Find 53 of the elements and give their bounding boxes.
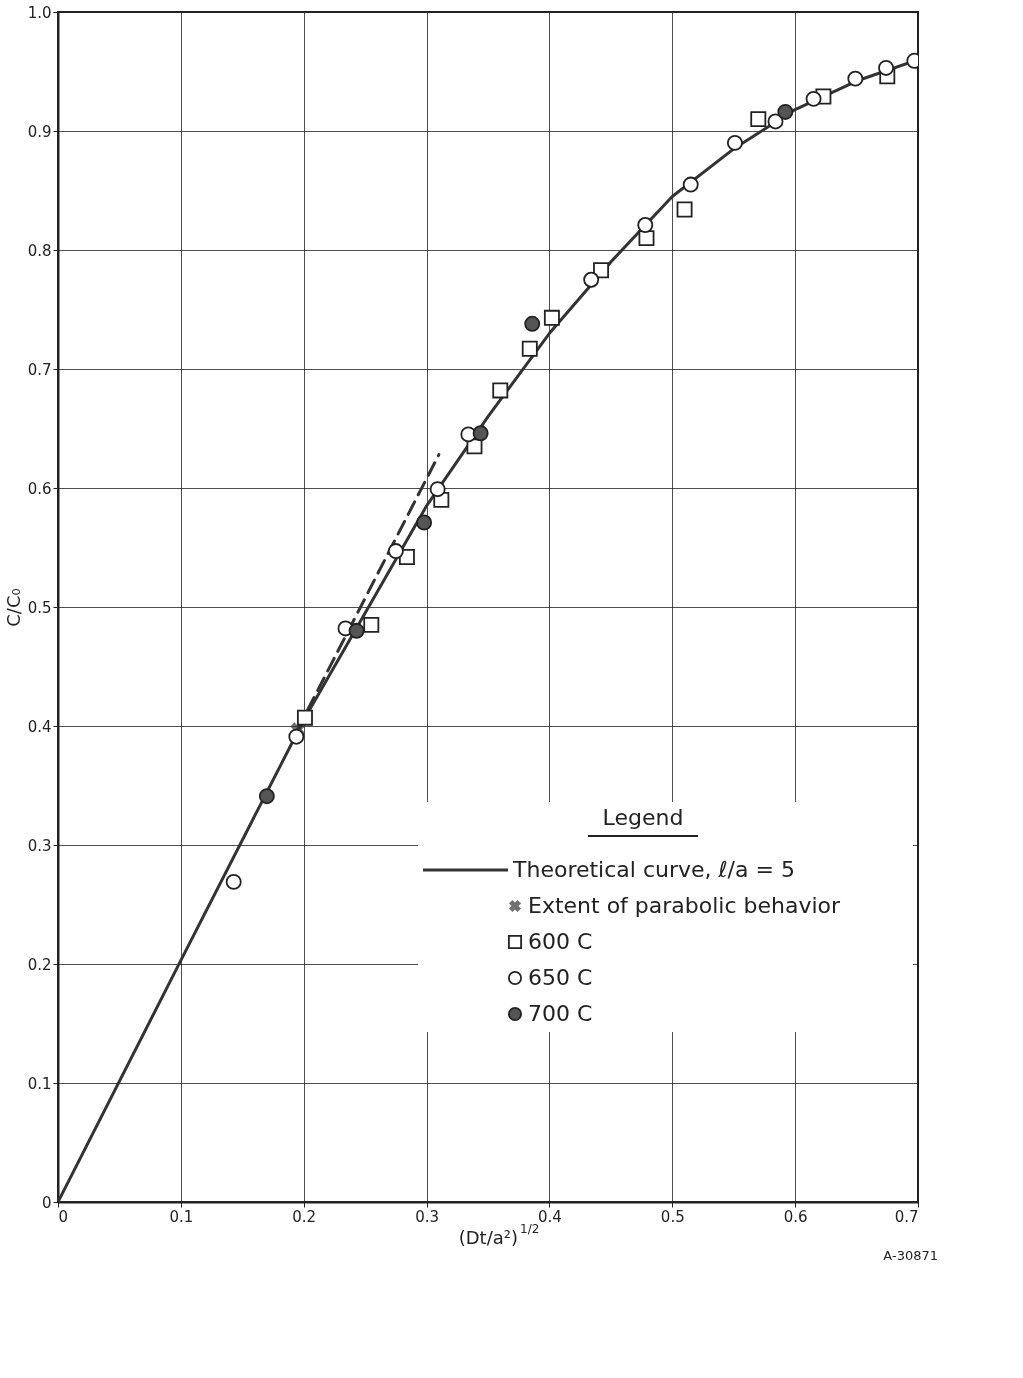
legend-label: Theoretical curve, ℓ/a = 5 (512, 857, 795, 882)
point (363, 616, 380, 633)
point (726, 134, 743, 151)
x-tick-label: 0.7 (894, 1207, 919, 1226)
point (682, 176, 699, 193)
point (472, 425, 489, 442)
point (637, 217, 654, 233)
point (583, 271, 600, 288)
point (258, 788, 275, 805)
text: A-30871 (883, 1248, 938, 1263)
point (676, 201, 693, 218)
legend-label: 650 C (528, 965, 593, 990)
legend-label: 700 C (528, 1001, 593, 1026)
point (296, 709, 313, 726)
point (767, 113, 784, 130)
y-tick-label: 0.1 (27, 1074, 52, 1093)
y-tick-label: 1.0 (27, 3, 52, 22)
point (225, 873, 242, 890)
x-tick-label: 0.5 (660, 1207, 685, 1226)
point (492, 382, 509, 399)
point (593, 262, 609, 279)
point (750, 111, 767, 128)
point (387, 543, 404, 560)
y-tick-label: 0 (41, 1193, 52, 1212)
y-tick-label: 0.3 (27, 836, 52, 855)
legend-label: Extent of parabolic behavior (528, 893, 842, 918)
y-tick-label: 0.5 (27, 598, 52, 617)
point (521, 340, 538, 357)
x-tick-label: 0 (58, 1207, 69, 1226)
point (805, 90, 822, 107)
x-tick-label: 0.2 (292, 1207, 317, 1226)
legend-label: 600 C (528, 929, 593, 954)
point (348, 622, 365, 639)
y-axis-title: C/C₀ (2, 588, 24, 627)
y-tick-label: 0.4 (27, 717, 52, 736)
y-tick-label: 0.9 (27, 122, 52, 141)
legend-title: Legend (602, 805, 684, 830)
y-tick-label: 0.6 (27, 479, 52, 498)
point (847, 70, 864, 87)
point (416, 514, 433, 531)
point (524, 315, 541, 332)
y-tick-label: 0.2 (27, 955, 52, 974)
point (777, 104, 794, 120)
point (288, 728, 305, 745)
x-tick-label: 0.3 (415, 1207, 439, 1226)
y-tick-label: 0.8 (27, 241, 52, 260)
point (543, 309, 560, 326)
x-tick-label: 0.1 (169, 1207, 194, 1226)
x-tick-label: 0.6 (783, 1207, 808, 1226)
x-tick-label: 0.4 (538, 1207, 562, 1226)
y-tick-label: 0.7 (27, 360, 52, 379)
point (429, 481, 446, 498)
point (878, 59, 895, 76)
